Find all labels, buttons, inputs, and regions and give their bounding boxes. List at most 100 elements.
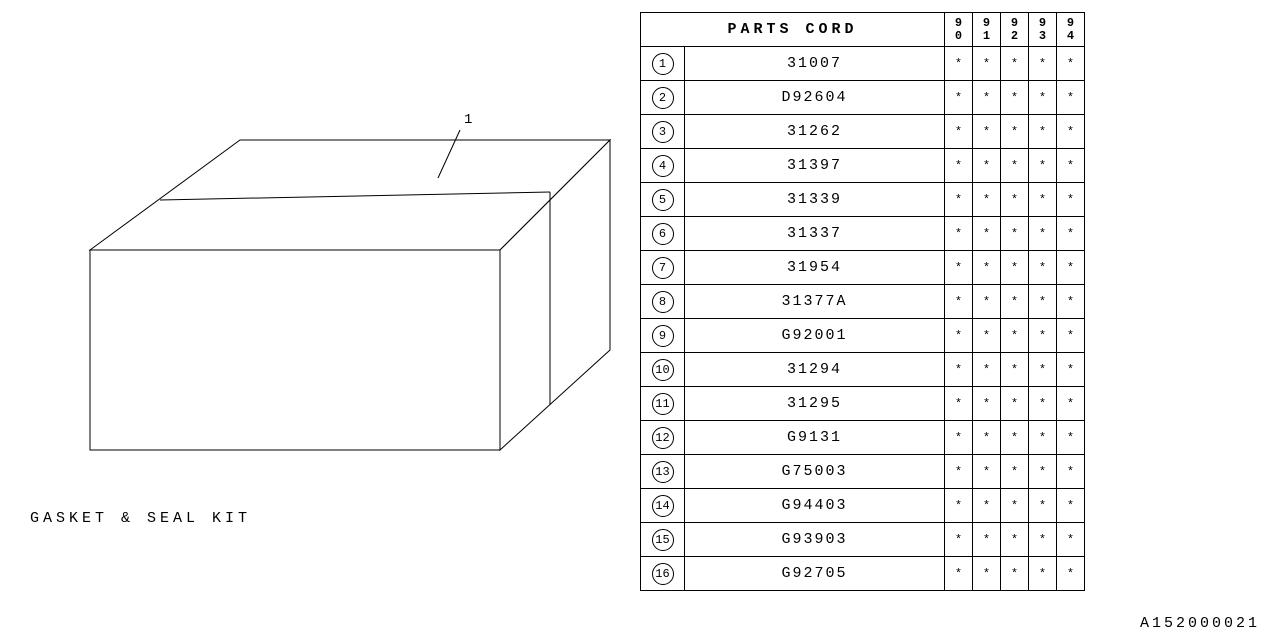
applicability-cell: * bbox=[1029, 319, 1057, 353]
callout-1-label: 1 bbox=[464, 112, 474, 128]
table-row: 12G9131***** bbox=[641, 421, 1085, 455]
table-header-row: PARTS CORD 9091929394 bbox=[641, 13, 1085, 47]
circled-number: 4 bbox=[652, 155, 674, 177]
header-year-91: 91 bbox=[973, 13, 1001, 47]
header-year-92: 92 bbox=[1001, 13, 1029, 47]
part-code: 31262 bbox=[685, 115, 945, 149]
applicability-cell: * bbox=[945, 217, 973, 251]
applicability-cell: * bbox=[1029, 523, 1057, 557]
row-number: 14 bbox=[641, 489, 685, 523]
applicability-cell: * bbox=[1057, 455, 1085, 489]
applicability-cell: * bbox=[973, 421, 1001, 455]
row-number: 16 bbox=[641, 557, 685, 591]
applicability-cell: * bbox=[945, 183, 973, 217]
row-number: 8 bbox=[641, 285, 685, 319]
circled-number: 15 bbox=[652, 529, 674, 551]
header-year-94: 94 bbox=[1057, 13, 1085, 47]
table-body: 131007*****2D92604*****331262*****431397… bbox=[641, 47, 1085, 591]
applicability-cell: * bbox=[1057, 319, 1085, 353]
applicability-cell: * bbox=[1029, 387, 1057, 421]
applicability-cell: * bbox=[973, 319, 1001, 353]
table-row: 1031294***** bbox=[641, 353, 1085, 387]
row-number: 13 bbox=[641, 455, 685, 489]
applicability-cell: * bbox=[1029, 183, 1057, 217]
circled-number: 16 bbox=[652, 563, 674, 585]
applicability-cell: * bbox=[1001, 183, 1029, 217]
diagram-area: 1 bbox=[30, 60, 610, 540]
part-code: G94403 bbox=[685, 489, 945, 523]
row-number: 7 bbox=[641, 251, 685, 285]
circled-number: 8 bbox=[652, 291, 674, 313]
table-row: 631337***** bbox=[641, 217, 1085, 251]
applicability-cell: * bbox=[973, 217, 1001, 251]
part-code: G9131 bbox=[685, 421, 945, 455]
table-row: 1131295***** bbox=[641, 387, 1085, 421]
applicability-cell: * bbox=[973, 557, 1001, 591]
applicability-cell: * bbox=[1057, 285, 1085, 319]
circled-number: 5 bbox=[652, 189, 674, 211]
table-row: 14G94403***** bbox=[641, 489, 1085, 523]
applicability-cell: * bbox=[945, 319, 973, 353]
applicability-cell: * bbox=[1057, 217, 1085, 251]
part-code: G92001 bbox=[685, 319, 945, 353]
applicability-cell: * bbox=[1029, 353, 1057, 387]
applicability-cell: * bbox=[1001, 353, 1029, 387]
applicability-cell: * bbox=[945, 47, 973, 81]
part-code: 31337 bbox=[685, 217, 945, 251]
row-number: 12 bbox=[641, 421, 685, 455]
applicability-cell: * bbox=[1029, 47, 1057, 81]
row-number: 4 bbox=[641, 149, 685, 183]
applicability-cell: * bbox=[945, 557, 973, 591]
table-row: 331262***** bbox=[641, 115, 1085, 149]
applicability-cell: * bbox=[945, 81, 973, 115]
part-code: 31397 bbox=[685, 149, 945, 183]
applicability-cell: * bbox=[1057, 387, 1085, 421]
table-row: 731954***** bbox=[641, 251, 1085, 285]
header-parts-cord: PARTS CORD bbox=[641, 13, 945, 47]
circled-number: 1 bbox=[652, 53, 674, 75]
part-code: G75003 bbox=[685, 455, 945, 489]
applicability-cell: * bbox=[945, 353, 973, 387]
applicability-cell: * bbox=[973, 489, 1001, 523]
part-code: 31295 bbox=[685, 387, 945, 421]
applicability-cell: * bbox=[1029, 81, 1057, 115]
applicability-cell: * bbox=[1001, 149, 1029, 183]
applicability-cell: * bbox=[1001, 251, 1029, 285]
applicability-cell: * bbox=[1057, 47, 1085, 81]
applicability-cell: * bbox=[1029, 455, 1057, 489]
parts-table: PARTS CORD 9091929394 131007*****2D92604… bbox=[640, 12, 1085, 591]
circled-number: 12 bbox=[652, 427, 674, 449]
applicability-cell: * bbox=[1029, 251, 1057, 285]
row-number: 5 bbox=[641, 183, 685, 217]
applicability-cell: * bbox=[973, 353, 1001, 387]
applicability-cell: * bbox=[945, 523, 973, 557]
applicability-cell: * bbox=[973, 183, 1001, 217]
circled-number: 6 bbox=[652, 223, 674, 245]
part-code: 31339 bbox=[685, 183, 945, 217]
table-row: 131007***** bbox=[641, 47, 1085, 81]
part-code: G93903 bbox=[685, 523, 945, 557]
circled-number: 9 bbox=[652, 325, 674, 347]
applicability-cell: * bbox=[945, 285, 973, 319]
table-row: 431397***** bbox=[641, 149, 1085, 183]
circled-number: 7 bbox=[652, 257, 674, 279]
applicability-cell: * bbox=[1057, 115, 1085, 149]
part-code: G92705 bbox=[685, 557, 945, 591]
applicability-cell: * bbox=[945, 251, 973, 285]
applicability-cell: * bbox=[1029, 149, 1057, 183]
table-row: 2D92604***** bbox=[641, 81, 1085, 115]
table-row: 9G92001***** bbox=[641, 319, 1085, 353]
part-code: 31294 bbox=[685, 353, 945, 387]
applicability-cell: * bbox=[1001, 115, 1029, 149]
applicability-cell: * bbox=[1029, 557, 1057, 591]
part-code: D92604 bbox=[685, 81, 945, 115]
table-row: 16G92705***** bbox=[641, 557, 1085, 591]
circled-number: 3 bbox=[652, 121, 674, 143]
header-year-90: 90 bbox=[945, 13, 973, 47]
applicability-cell: * bbox=[1057, 81, 1085, 115]
row-number: 3 bbox=[641, 115, 685, 149]
circled-number: 14 bbox=[652, 495, 674, 517]
applicability-cell: * bbox=[1001, 421, 1029, 455]
applicability-cell: * bbox=[973, 455, 1001, 489]
table-row: 531339***** bbox=[641, 183, 1085, 217]
